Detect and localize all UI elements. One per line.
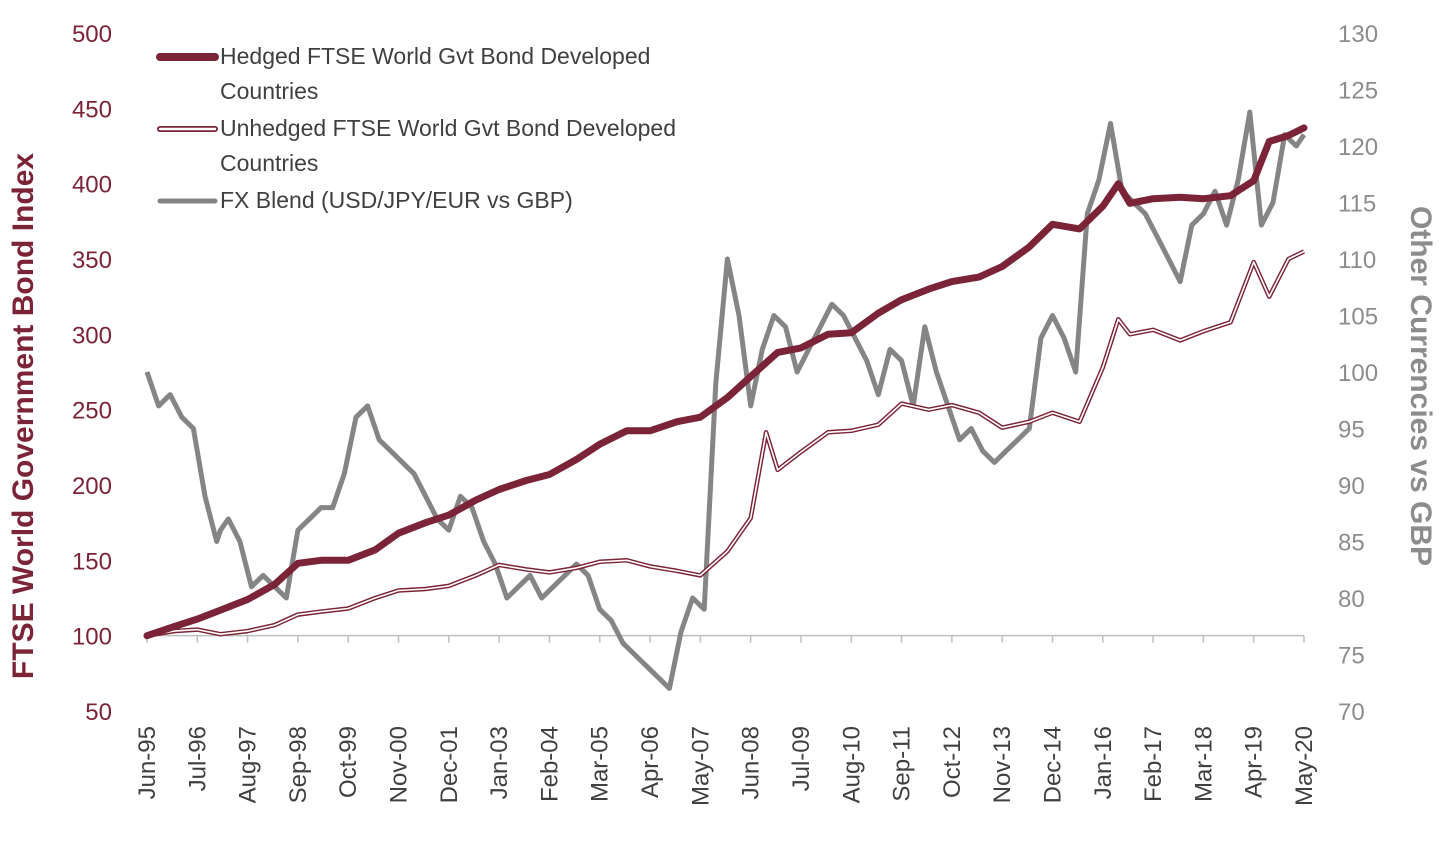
x-axis-tick-label: Dec-01: [436, 726, 463, 803]
x-axis-tick-label: Feb-04: [536, 726, 563, 802]
legend-label-hedged-line2: Countries: [220, 78, 318, 104]
right-axis-tick-labels: 70 75 80 85 90 95 100 105 110 115 120 125 130: [1338, 21, 1378, 726]
x-axis-tick-label: Mar-18: [1190, 726, 1217, 802]
left-axis-tick-label: 500: [72, 21, 112, 48]
x-axis-tick-label: May-07: [687, 726, 714, 806]
legend-label-unhedged-line2: Countries: [220, 150, 318, 176]
right-axis-tick-label: 80: [1338, 586, 1365, 613]
left-axis-tick-label: 150: [72, 548, 112, 575]
x-axis-tick-label: Oct-12: [939, 726, 966, 798]
right-axis-tick-label: 130: [1338, 21, 1378, 48]
right-axis-tick-label: 95: [1338, 417, 1365, 444]
right-axis-tick-label: 125: [1338, 78, 1378, 105]
x-axis-tick-labels: Jun-95 Jul-96 Aug-97 Sep-98 Oct-99 Nov-00 Dec-…: [134, 726, 1318, 806]
left-axis-tick-labels: 50 100 150 200 250 300 350 400 450 500: [72, 21, 112, 726]
left-axis-tick-label: 200: [72, 473, 112, 500]
left-axis-tick-label: 50: [85, 699, 112, 726]
x-axis-tick-label: Jun-95: [134, 726, 161, 799]
x-axis-tick-label: Jan-16: [1090, 726, 1117, 799]
right-axis-tick-label: 115: [1338, 191, 1376, 218]
series-line-unhedged-inner: [146, 250, 1305, 637]
right-axis-tick-label: 70: [1338, 699, 1365, 726]
legend-item-hedged: Hedged FTSE World Gvt Bond Developed Cou…: [156, 43, 650, 104]
x-axis: [146, 634, 1305, 643]
right-axis-tick-label: 105: [1338, 304, 1378, 331]
right-axis-tick-label: 90: [1338, 473, 1365, 500]
left-axis-tick-label: 400: [72, 172, 112, 199]
x-axis-tick-label: Dec-14: [1039, 726, 1066, 803]
left-axis-tick-label: 450: [72, 96, 112, 123]
x-axis-tick-label: Apr-19: [1241, 726, 1268, 798]
left-axis-tick-label: 100: [72, 624, 112, 651]
x-axis-tick-label: Aug-97: [235, 726, 262, 803]
left-axis-tick-label: 250: [72, 398, 112, 425]
left-axis-title: FTSE World Government Bond Index: [7, 153, 40, 679]
x-axis-tick-label: Jun-08: [738, 726, 765, 799]
left-axis-tick-label: 300: [72, 322, 112, 349]
x-axis-tick-label: Mar-05: [587, 726, 614, 802]
series-line-unhedged: [146, 249, 1305, 638]
right-axis-tick-label: 100: [1338, 360, 1378, 387]
x-axis-tick-label: May-20: [1291, 726, 1318, 806]
x-axis-tick-label: Nov-00: [386, 726, 413, 803]
legend-item-fx: FX Blend (USD/JPY/EUR vs GBP): [157, 187, 573, 213]
x-axis-tick-label: Aug-10: [838, 726, 865, 803]
x-axis-tick-label: Oct-99: [335, 726, 362, 798]
left-axis-tick-label: 350: [72, 247, 112, 274]
series-layer: [143, 109, 1308, 691]
x-axis-tick-label: Jan-03: [486, 726, 513, 799]
x-axis-tick-label: Feb-17: [1140, 726, 1167, 802]
right-axis-tick-label: 75: [1338, 643, 1365, 670]
x-axis-tick-label: Apr-06: [637, 726, 664, 798]
right-axis-tick-label: 120: [1338, 134, 1378, 161]
legend-label-unhedged-line1: Unhedged FTSE World Gvt Bond Developed: [220, 115, 676, 141]
series-line-fx: [144, 109, 1307, 691]
legend: Hedged FTSE World Gvt Bond Developed Cou…: [156, 43, 676, 213]
x-axis-tick-label: Nov-13: [989, 726, 1016, 803]
legend-label-fx: FX Blend (USD/JPY/EUR vs GBP): [220, 187, 573, 213]
right-axis-title: Other Currencies vs GBP: [1404, 206, 1437, 566]
right-axis-tick-label: 110: [1338, 247, 1376, 274]
x-axis-tick-label: Sep-11: [889, 726, 916, 802]
x-axis-tick-label: Jul-09: [788, 726, 815, 791]
right-axis-tick-label: 85: [1338, 530, 1365, 557]
legend-item-unhedged: Unhedged FTSE World Gvt Bond Developed C…: [157, 115, 676, 176]
x-axis-tick-label: Sep-98: [285, 726, 312, 803]
legend-label-hedged-line1: Hedged FTSE World Gvt Bond Developed: [220, 43, 650, 69]
x-axis-tick-label: Jul-96: [184, 726, 211, 791]
